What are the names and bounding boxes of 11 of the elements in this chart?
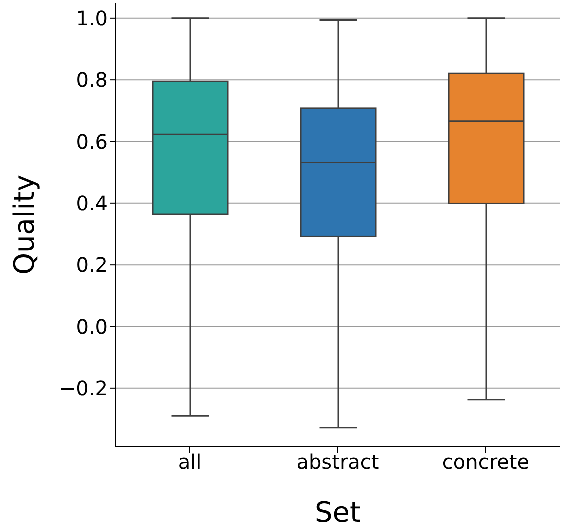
x-tick-label: concrete bbox=[442, 450, 530, 474]
x-tick-label: all bbox=[178, 450, 202, 474]
y-tick-label: 1.0 bbox=[76, 6, 108, 31]
y-tick-label: −0.2 bbox=[59, 376, 108, 401]
y-tick-label: 0.6 bbox=[76, 130, 108, 154]
y-tick-label: 0.8 bbox=[76, 68, 108, 92]
y-tick-label: 0.0 bbox=[76, 314, 108, 339]
y-tick-label: 0.4 bbox=[76, 192, 108, 216]
y-tick-label: 0.2 bbox=[76, 253, 108, 278]
y-axis-title: Quality bbox=[8, 174, 41, 276]
x-tick-label: abstract bbox=[296, 450, 380, 474]
